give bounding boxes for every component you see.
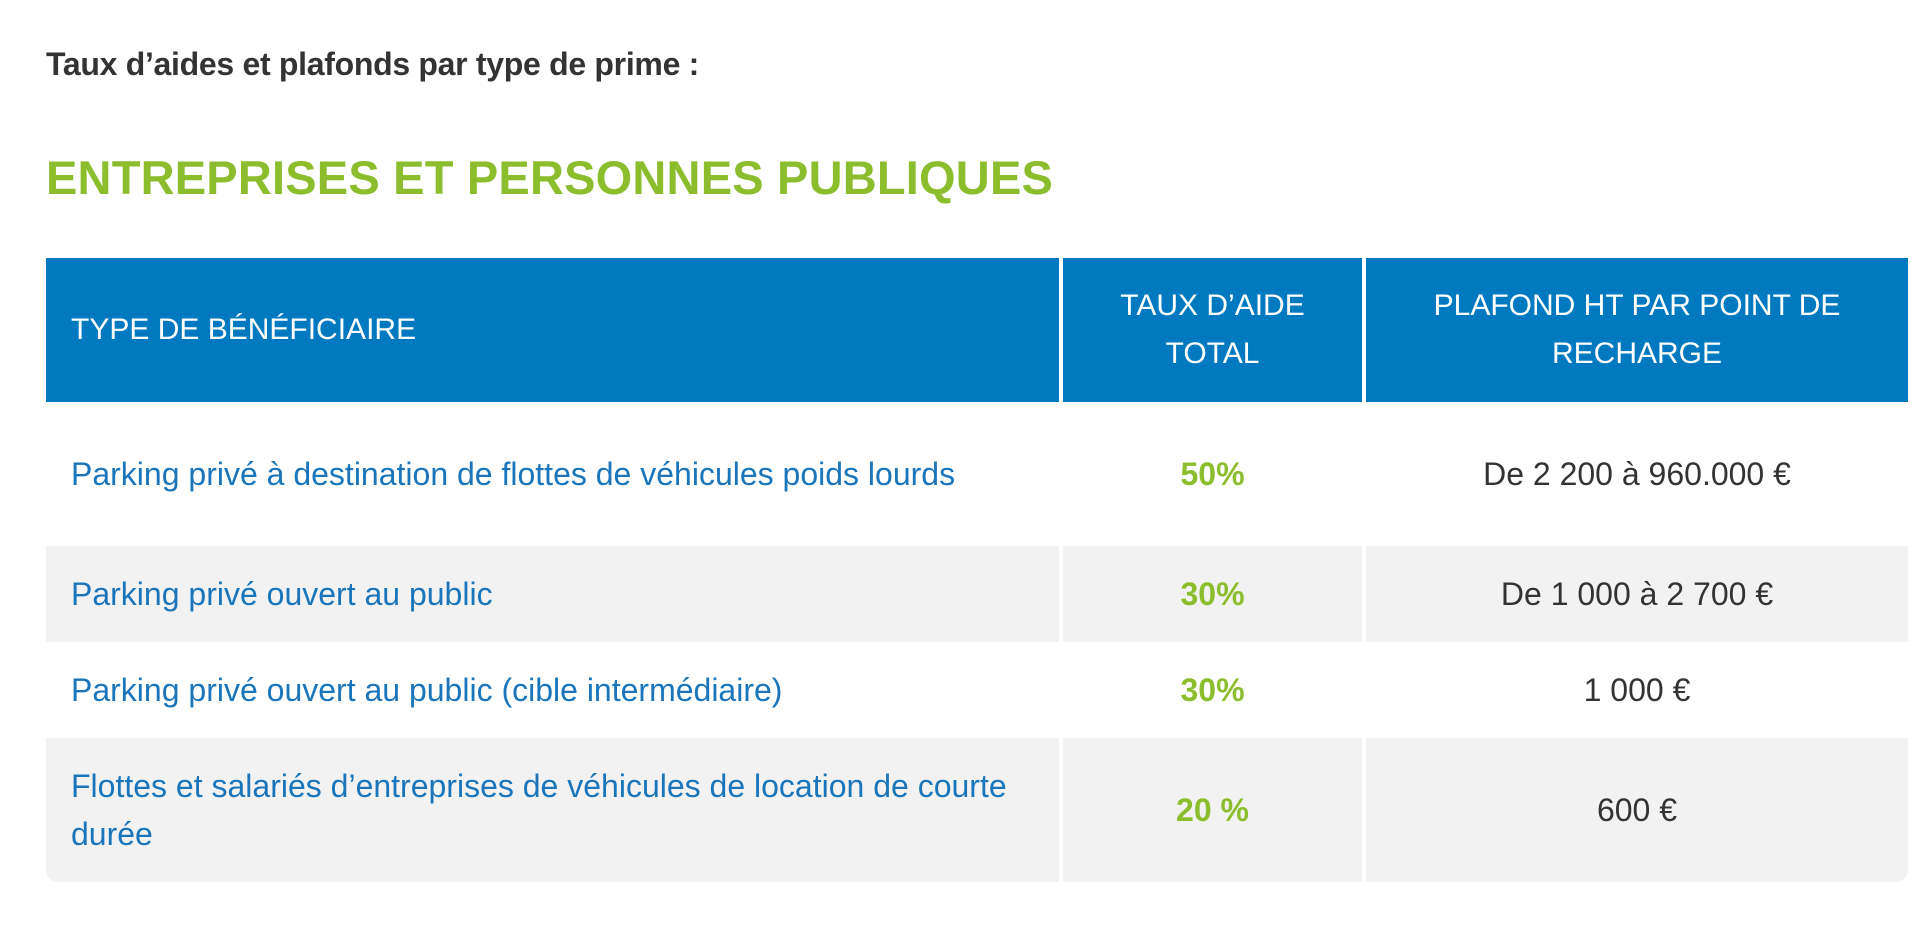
- beneficiary-type-link[interactable]: Parking privé à destination de flottes d…: [46, 402, 1059, 546]
- cap-value: 600 €: [1362, 738, 1908, 882]
- aid-rates-table: TYPE DE BÉNÉFICIAIRE TAUX D’AIDE TOTAL P…: [46, 258, 1908, 882]
- header-cap-per-charge-point: PLAFOND HT PAR POINT DE RECHARGE: [1362, 258, 1908, 402]
- aid-rate-value: 50%: [1059, 402, 1362, 546]
- header-beneficiary-type: TYPE DE BÉNÉFICIAIRE: [46, 258, 1059, 402]
- section-title: ENTREPRISES ET PERSONNES PUBLIQUES: [46, 151, 1054, 204]
- beneficiary-type-link[interactable]: Parking privé ouvert au public: [46, 546, 1059, 642]
- beneficiary-type-link[interactable]: Parking privé ouvert au public (cible in…: [46, 642, 1059, 738]
- beneficiary-type-link[interactable]: Flottes et salariés d’entreprises de véh…: [46, 738, 1059, 882]
- cap-value: De 2 200 à 960.000 €: [1362, 402, 1908, 546]
- cap-value: 1 000 €: [1362, 642, 1908, 738]
- intro-text: Taux d’aides et plafonds par type de pri…: [46, 46, 700, 82]
- aid-rate-value: 30%: [1059, 642, 1362, 738]
- table-row: Parking privé ouvert au public (cible in…: [46, 642, 1908, 738]
- table-row: Flottes et salariés d’entreprises de véh…: [46, 738, 1908, 882]
- table-header-row: TYPE DE BÉNÉFICIAIRE TAUX D’AIDE TOTAL P…: [46, 258, 1908, 402]
- table-row: Parking privé à destination de flottes d…: [46, 402, 1908, 546]
- header-total-aid-rate: TAUX D’AIDE TOTAL: [1059, 258, 1362, 402]
- aid-rate-value: 30%: [1059, 546, 1362, 642]
- table-row: Parking privé ouvert au public 30% De 1 …: [46, 546, 1908, 642]
- aid-rate-value: 20 %: [1059, 738, 1362, 882]
- cap-value: De 1 000 à 2 700 €: [1362, 546, 1908, 642]
